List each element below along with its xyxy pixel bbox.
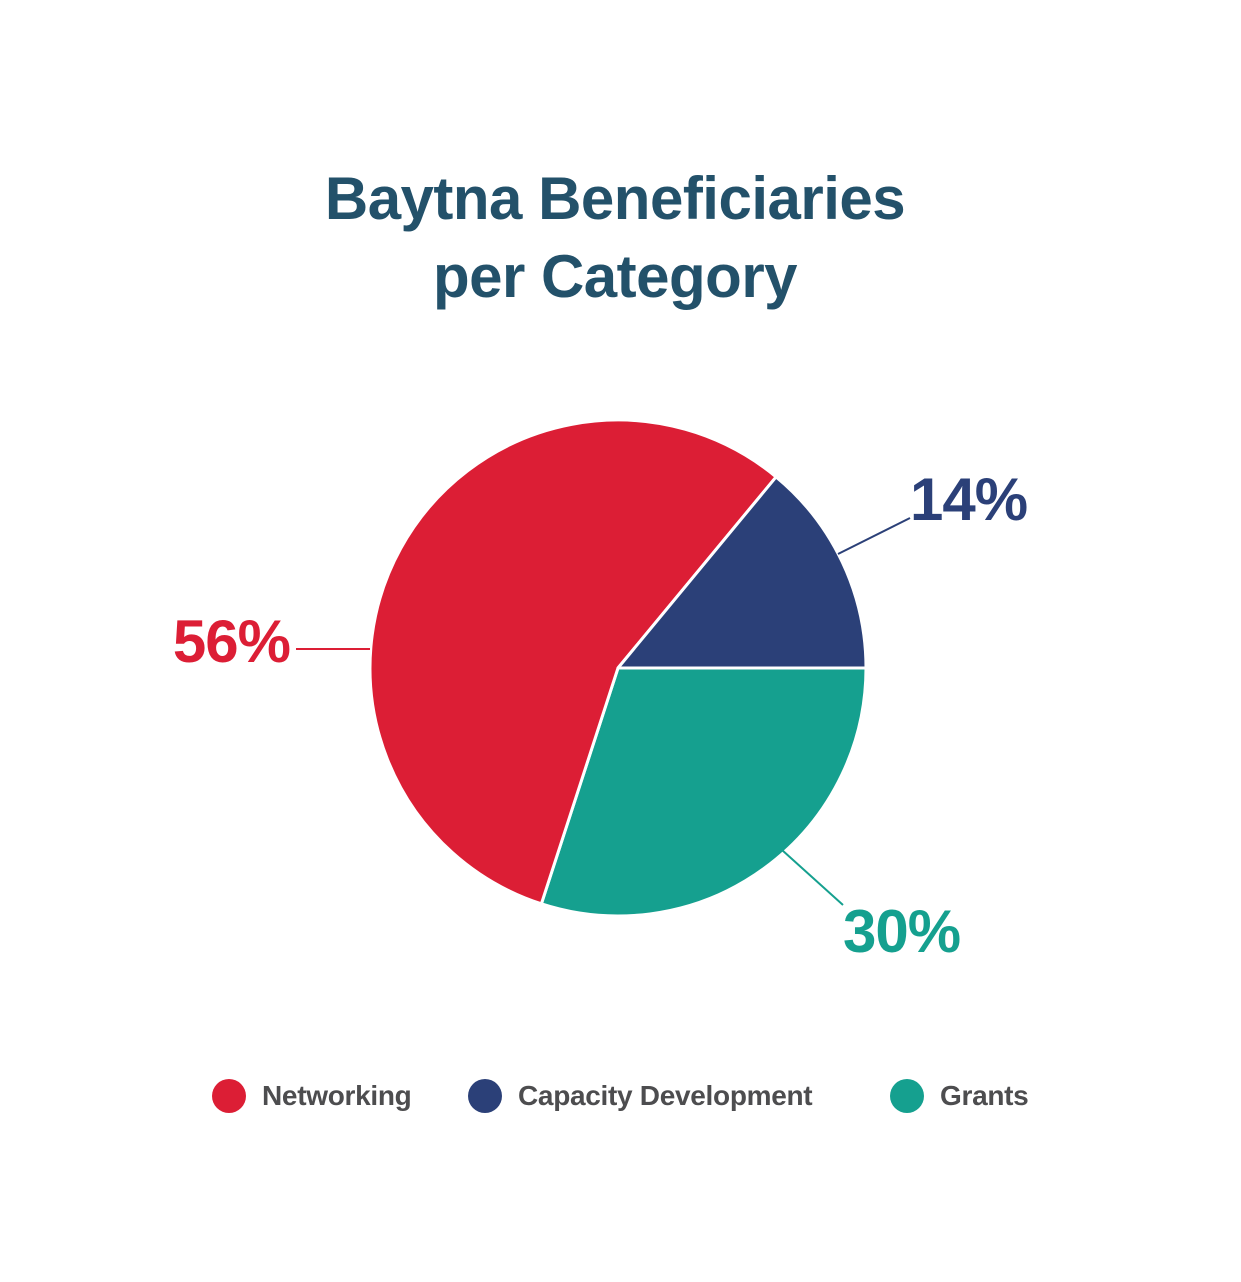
chart-title: Baytna Beneficiaries per Category: [0, 160, 1230, 316]
value-label-capacity-development: 14%: [910, 466, 1027, 533]
legend-item-networking: Networking: [212, 1074, 412, 1118]
chart-title-line-1: Baytna Beneficiaries: [324, 165, 906, 232]
legend-label-grants: Grants: [940, 1080, 1029, 1111]
pie-slice-networking: [368, 418, 778, 906]
legend-swatch-capacity-development: [468, 1079, 502, 1113]
legend-label-networking: Networking: [262, 1080, 412, 1111]
chart-title-line-2: per Category: [432, 243, 798, 310]
legend: Networking Capacity Development Grants: [0, 1074, 1241, 1118]
legend-label-capacity-development: Capacity Development: [518, 1080, 813, 1111]
leader-line-capacity-development: [837, 517, 911, 555]
pie-slice-capacity-development: [616, 475, 868, 670]
value-label-networking: 56%: [173, 608, 290, 675]
label-leader-lines: [296, 517, 911, 906]
pie-slices: [368, 418, 868, 918]
legend-swatch-grants: [890, 1079, 924, 1113]
legend-item-grants: Grants: [890, 1074, 1029, 1118]
legend-swatch-networking: [212, 1079, 246, 1113]
legend-item-capacity-development: Capacity Development: [468, 1074, 813, 1118]
value-label-grants: 30%: [843, 898, 960, 965]
pie-slice-grants: [539, 666, 868, 918]
leader-line-grants: [781, 849, 844, 906]
value-labels: 56% 14% 30%: [173, 466, 1028, 965]
